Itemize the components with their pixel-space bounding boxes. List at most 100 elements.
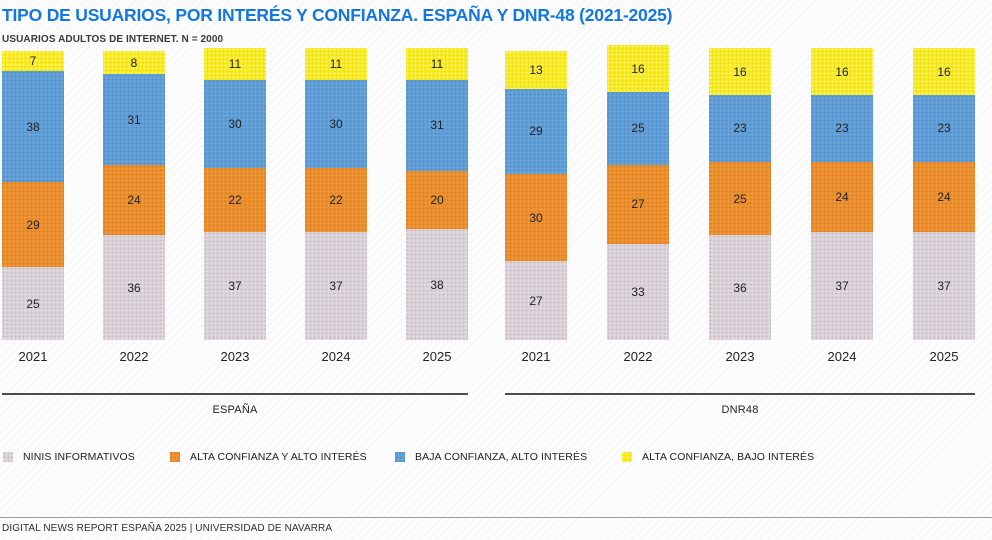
bar-segment: 33 [607, 243, 669, 341]
stacked-bar: 27 30 29 13 [505, 51, 567, 341]
segment-value-label: 8 [130, 55, 138, 70]
bar-segment: 7 [2, 51, 64, 72]
segment-value-label: 29 [529, 124, 543, 139]
segment-value-label: 11 [228, 57, 242, 72]
segment-value-label: 37 [329, 279, 343, 294]
bar-column: 25 29 38 7 2021 [2, 51, 64, 365]
source-credit: DIGITAL NEWS REPORT ESPAÑA 2025 | UNIVER… [2, 523, 333, 534]
segment-value-label: 29 [26, 217, 40, 232]
bar-segment: 11 [305, 48, 367, 81]
segment-value-label: 25 [26, 296, 40, 311]
bar-segment: 20 [406, 170, 468, 230]
segment-value-label: 11 [329, 57, 343, 72]
bar-column: 33 27 25 16 2022 [607, 45, 669, 365]
bar-segment: 37 [305, 232, 367, 341]
bar-segment: 13 [505, 51, 567, 90]
segment-value-label: 31 [430, 118, 444, 133]
bar-segment: 30 [305, 80, 367, 168]
legend-label: ALTA CONFIANZA Y ALTO INTERÉS [190, 451, 367, 464]
bar-column: 37 24 23 16 2024 [811, 48, 873, 365]
segment-value-label: 24 [835, 190, 849, 205]
segment-value-label: 38 [430, 277, 444, 292]
bar-segment: 27 [505, 261, 567, 341]
bar-segment: 16 [811, 48, 873, 95]
bar-column: 27 30 29 13 2021 [505, 51, 567, 365]
bar-column: 37 22 30 11 2024 [305, 48, 367, 365]
bar-segment: 23 [811, 94, 873, 163]
legend-item: BAJA CONFIANZA, ALTO INTERÉS [395, 451, 622, 463]
bar-column: 37 22 30 11 2023 [204, 48, 266, 365]
bar-segment: 37 [913, 232, 975, 341]
segment-value-label: 16 [733, 64, 747, 79]
segment-value-label: 30 [329, 117, 343, 132]
bar-segment: 16 [913, 48, 975, 95]
bar-segment: 27 [607, 164, 669, 244]
chart-group-dnr48: 27 30 29 13 2021 33 27 25 16 2022 36 25 23 16 2023 37 24… [505, 45, 975, 417]
year-label: 2021 [521, 349, 551, 365]
segment-value-label: 16 [937, 64, 951, 79]
bar-segment: 11 [204, 48, 266, 81]
year-label: 2025 [422, 349, 452, 365]
bar-segment: 24 [913, 162, 975, 233]
stacked-bar: 37 22 30 11 [204, 48, 266, 341]
bar-column: 37 24 23 16 2025 [913, 48, 975, 365]
year-label: 2022 [119, 349, 149, 365]
group-label: DNR48 [721, 404, 759, 417]
segment-value-label: 24 [937, 190, 951, 205]
bar-segment: 23 [913, 94, 975, 163]
legend-label: NINIS INFORMATIVOS [23, 451, 135, 464]
stacked-bar: 37 24 23 16 [913, 48, 975, 341]
bar-column: 38 20 31 11 2025 [406, 48, 468, 365]
bar-segment: 22 [204, 167, 266, 233]
segment-value-label: 25 [733, 191, 747, 206]
segment-value-label: 16 [835, 64, 849, 79]
bar-segment: 23 [709, 94, 771, 163]
segment-value-label: 38 [26, 119, 40, 134]
segment-value-label: 37 [228, 279, 242, 294]
segment-value-label: 37 [937, 279, 951, 294]
segment-value-label: 23 [733, 121, 747, 136]
segment-value-label: 36 [127, 280, 141, 295]
bar-segment: 30 [204, 80, 266, 168]
legend-swatch [622, 452, 632, 463]
segment-value-label: 23 [835, 121, 849, 136]
page-footer: DIGITAL NEWS REPORT ESPAÑA 2025 | UNIVER… [0, 517, 992, 534]
bar-segment: 16 [607, 45, 669, 92]
segment-value-label: 30 [529, 210, 543, 225]
bar-segment: 29 [2, 182, 64, 268]
segment-value-label: 36 [733, 280, 747, 295]
bar-segment: 29 [505, 89, 567, 174]
segment-value-label: 25 [631, 121, 645, 136]
bar-column: 36 25 23 16 2023 [709, 48, 771, 365]
group-axis-line [2, 393, 468, 396]
bar-segment: 24 [103, 164, 165, 236]
segment-value-label: 20 [430, 192, 444, 207]
stacked-bar-chart: 25 29 38 7 2021 36 24 31 8 2022 37 22 30 11 2023 37 22 30… [0, 45, 992, 417]
stacked-bar: 25 29 38 7 [2, 51, 64, 341]
bar-segment: 11 [406, 48, 468, 81]
bar-segment: 37 [204, 232, 266, 341]
segment-value-label: 37 [835, 279, 849, 294]
year-label: 2021 [18, 349, 48, 365]
bars-row: 27 30 29 13 2021 33 27 25 16 2022 36 25 23 16 2023 37 24… [505, 45, 975, 365]
segment-value-label: 33 [631, 284, 645, 299]
bar-segment: 25 [709, 162, 771, 236]
chart-legend: NINIS INFORMATIVOS ALTA CONFIANZA Y ALTO … [0, 451, 992, 463]
bar-segment: 25 [2, 267, 64, 341]
group-axis-line [505, 393, 975, 396]
segment-value-label: 27 [631, 197, 645, 212]
segment-value-label: 22 [329, 193, 343, 208]
legend-item: ALTA CONFIANZA, BAJO INTERÉS [622, 451, 814, 463]
segment-value-label: 16 [631, 61, 645, 76]
year-label: 2023 [725, 349, 755, 365]
bar-segment: 25 [607, 91, 669, 165]
chart-header: TIPO DE USUARIOS, POR INTERÉS Y CONFIANZ… [0, 0, 992, 45]
bar-segment: 16 [709, 48, 771, 95]
stacked-bar: 33 27 25 16 [607, 45, 669, 341]
chart-subtitle: USUARIOS ADULTOS DE INTERNET. N = 2000 [2, 34, 224, 46]
stacked-bar: 37 24 23 16 [811, 48, 873, 341]
year-label: 2023 [220, 349, 250, 365]
group-label: ESPAÑA [212, 404, 258, 417]
segment-value-label: 24 [127, 192, 141, 207]
